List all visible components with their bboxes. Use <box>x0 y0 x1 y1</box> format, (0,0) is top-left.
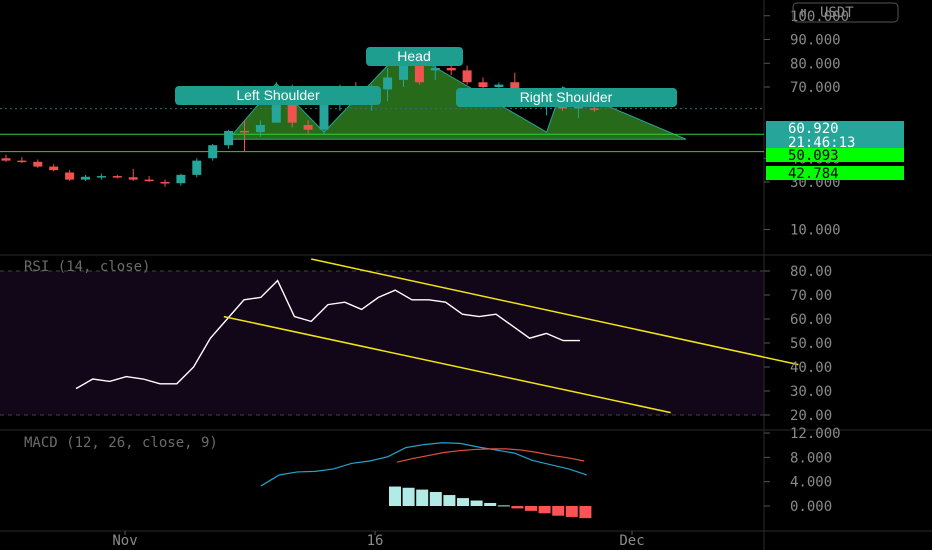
signal-line <box>396 448 585 463</box>
macd-histogram-bar <box>443 495 456 506</box>
macd-tick-label: 0.000 <box>790 499 832 515</box>
candle-body <box>65 172 75 180</box>
candle-body <box>224 130 234 146</box>
head-label-box <box>366 47 463 66</box>
candle-body <box>478 82 488 87</box>
macd-histogram-bar <box>389 486 401 506</box>
level-upper-text: 50.093 <box>788 148 839 164</box>
head-label-text: Head <box>397 48 430 64</box>
candle-body <box>49 166 59 171</box>
last-price-label[interactable]: 60.920 21:46:13 <box>766 121 904 151</box>
rsi-channel-upper <box>311 258 799 366</box>
macd-histogram-bar <box>552 506 565 516</box>
rsi-panel[interactable] <box>75 258 799 414</box>
currency-box[interactable] <box>792 2 899 23</box>
currency-selector[interactable]: USDT <box>792 2 899 23</box>
candle-body <box>81 176 90 180</box>
candle-body <box>383 77 393 90</box>
candle-body <box>33 161 43 167</box>
candle-body <box>399 63 408 80</box>
level-lower-text: 42.784 <box>788 166 839 182</box>
candle-body <box>303 125 313 130</box>
rsi-tick-label: 70.00 <box>790 288 832 304</box>
level-lower-box <box>766 166 904 180</box>
candle-body <box>144 179 154 182</box>
pause-icon <box>801 9 806 15</box>
macd-tick-label: 4.000 <box>790 475 832 491</box>
candle-body <box>255 125 265 133</box>
candle-body <box>160 182 170 184</box>
price-tick-label: 70.000 <box>790 80 841 96</box>
macd-histogram-bar <box>565 506 578 517</box>
level-label-upper[interactable]: 50.093 <box>766 148 904 164</box>
macd-histogram-bar <box>470 500 483 506</box>
time-axis[interactable]: Nov 16 Dec <box>112 531 645 549</box>
macd-tick-label: 12.000 <box>790 426 841 442</box>
rsi-tick-label: 20.00 <box>790 408 832 424</box>
candle-body <box>192 160 202 175</box>
price-axis[interactable]: 10.00030.00040.00070.00080.00090.000100.… <box>764 9 849 515</box>
candle-body <box>319 103 329 130</box>
candle-body <box>589 108 599 110</box>
last-price-box <box>766 121 904 135</box>
rsi-tick-label: 80.00 <box>790 264 832 280</box>
candle-body <box>240 130 249 133</box>
candle-body <box>208 145 218 159</box>
candle-body <box>17 160 27 163</box>
level-label-lower[interactable]: 42.784 <box>766 166 904 182</box>
rsi-tick-label: 60.00 <box>790 312 832 328</box>
right-shoulder-label-box <box>456 88 677 107</box>
time-tick-label: Dec <box>619 533 644 549</box>
price-tick-label: 10.000 <box>790 223 841 239</box>
macd-histogram-bar <box>457 498 469 506</box>
time-tick-label: Nov <box>112 533 137 549</box>
currency-label: USDT <box>820 5 854 21</box>
time-tick-label: 16 <box>367 533 384 549</box>
right-shoulder-label-text: Right Shoulder <box>520 89 613 105</box>
macd-histogram-bar <box>511 506 524 509</box>
macd-histogram-bar <box>416 489 429 506</box>
macd-histogram-bar <box>497 505 510 507</box>
macd-title: MACD (12, 26, close, 9) <box>24 435 218 451</box>
candle-body <box>1 158 11 161</box>
last-price-text: 60.920 <box>788 121 839 137</box>
macd-histogram-bar <box>538 506 551 514</box>
rsi-title: RSI (14, close) <box>24 259 150 275</box>
macd-histogram-bar <box>525 506 537 511</box>
countdown-text: 21:46:13 <box>788 135 855 151</box>
macd-panel[interactable] <box>260 442 592 519</box>
left-shoulder-label-box <box>175 86 381 105</box>
macd-tick-label: 8.000 <box>790 450 832 466</box>
macd-histogram-bar <box>579 506 592 519</box>
macd-histogram-bar <box>402 487 415 506</box>
candle-body <box>446 68 456 71</box>
head-label[interactable]: Head <box>366 47 463 66</box>
countdown-box <box>766 135 904 149</box>
rsi-line <box>75 279 580 390</box>
macd-line <box>260 442 587 487</box>
candle-body <box>176 174 186 184</box>
right-shoulder-label[interactable]: Right Shoulder <box>456 88 677 107</box>
candle-body <box>494 84 504 87</box>
rsi-channel-lower <box>223 315 671 414</box>
candle-body <box>414 63 424 83</box>
macd-histogram-bar <box>484 502 497 506</box>
candle-body <box>462 70 472 83</box>
rsi-tick-label: 40.00 <box>790 360 832 376</box>
candle-body <box>96 176 106 178</box>
candle-body <box>112 176 122 178</box>
rsi-band-background <box>0 271 764 415</box>
price-tick-label: 90.000 <box>790 33 841 49</box>
rsi-tick-label: 30.00 <box>790 384 832 400</box>
candle-body <box>430 68 440 71</box>
level-upper-box <box>766 148 904 162</box>
left-shoulder-label[interactable]: Left Shoulder <box>175 86 381 105</box>
left-shoulder-label-text: Left Shoulder <box>236 87 320 103</box>
candle-body <box>128 177 138 180</box>
macd-histogram-bar <box>429 492 442 506</box>
rsi-tick-label: 50.00 <box>790 336 832 352</box>
price-tick-label: 80.000 <box>790 56 841 72</box>
